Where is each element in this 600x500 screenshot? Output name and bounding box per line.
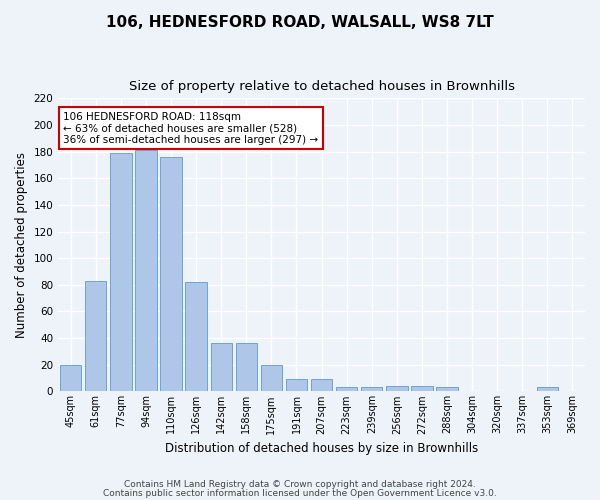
- Bar: [436, 388, 458, 392]
- Bar: [286, 380, 307, 392]
- Title: Size of property relative to detached houses in Brownhills: Size of property relative to detached ho…: [128, 80, 515, 93]
- Bar: [185, 282, 207, 392]
- Text: 106 HEDNESFORD ROAD: 118sqm
← 63% of detached houses are smaller (528)
36% of se: 106 HEDNESFORD ROAD: 118sqm ← 63% of det…: [64, 112, 319, 144]
- Bar: [85, 281, 106, 392]
- Bar: [136, 150, 157, 392]
- Text: Contains HM Land Registry data © Crown copyright and database right 2024.: Contains HM Land Registry data © Crown c…: [124, 480, 476, 489]
- Bar: [361, 388, 382, 392]
- Bar: [311, 380, 332, 392]
- Y-axis label: Number of detached properties: Number of detached properties: [15, 152, 28, 338]
- Text: 106, HEDNESFORD ROAD, WALSALL, WS8 7LT: 106, HEDNESFORD ROAD, WALSALL, WS8 7LT: [106, 15, 494, 30]
- Bar: [386, 386, 407, 392]
- Bar: [336, 388, 358, 392]
- Bar: [211, 344, 232, 392]
- Text: Contains public sector information licensed under the Open Government Licence v3: Contains public sector information licen…: [103, 490, 497, 498]
- Bar: [411, 386, 433, 392]
- Bar: [160, 157, 182, 392]
- Bar: [261, 364, 282, 392]
- Bar: [60, 364, 82, 392]
- Bar: [236, 344, 257, 392]
- Bar: [537, 388, 558, 392]
- Bar: [110, 153, 131, 392]
- X-axis label: Distribution of detached houses by size in Brownhills: Distribution of detached houses by size …: [165, 442, 478, 455]
